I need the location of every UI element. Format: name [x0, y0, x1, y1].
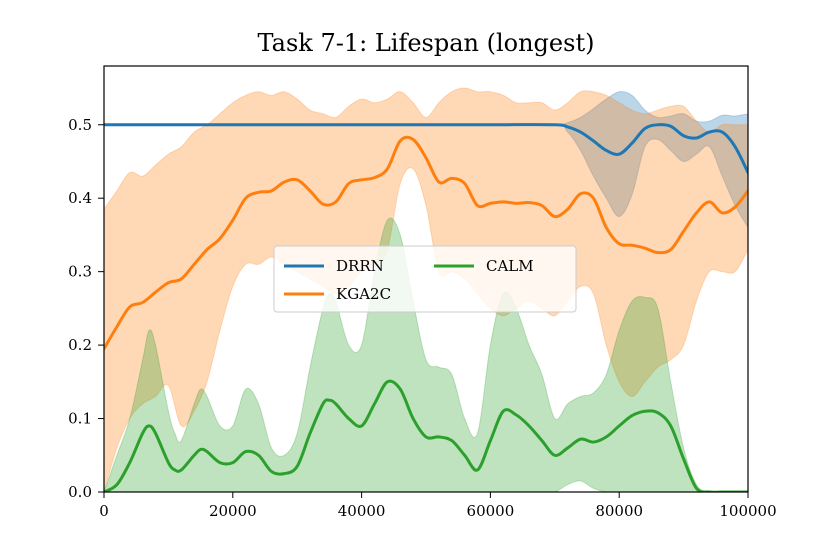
x-tick-label: 0	[99, 502, 109, 520]
calm-line	[104, 379, 748, 492]
y-tick-label: 0.5	[68, 116, 92, 134]
axes: 0 20000 40000 60000 80000 100000 0.0 0.1 0.2 0.3…	[68, 65, 777, 520]
plot-frame	[103, 65, 749, 493]
series-lines	[104, 123, 748, 492]
calm-band	[104, 217, 748, 492]
x-tick-label: 80000	[595, 502, 643, 520]
x-tick-label: 20000	[209, 502, 257, 520]
y-tick-label: 0.3	[68, 263, 92, 281]
y-tick-label: 0.2	[68, 336, 92, 354]
legend-label-kga2c: KGA2C	[336, 285, 391, 303]
y-tick-label: 0.0	[68, 483, 92, 501]
legend: DRRN KGA2C CALM	[273, 245, 577, 313]
chart-title: Task 7-1: Lifespan (longest)	[258, 29, 595, 57]
y-axis-ticks: 0.0 0.1 0.2 0.3 0.4 0.5	[68, 116, 104, 501]
x-axis-ticks: 0 20000 40000 60000 80000 100000	[99, 492, 777, 520]
x-tick-label: 60000	[467, 502, 515, 520]
kga2c-line	[104, 135, 748, 351]
drrn-line	[104, 123, 748, 174]
x-tick-label: 40000	[338, 502, 386, 520]
legend-box	[273, 245, 577, 313]
y-tick-label: 0.1	[68, 410, 92, 428]
y-tick-label: 0.4	[68, 189, 92, 207]
legend-label-calm: CALM	[486, 257, 534, 275]
legend-label-drrn: DRRN	[336, 257, 384, 275]
x-tick-label: 100000	[719, 502, 776, 520]
